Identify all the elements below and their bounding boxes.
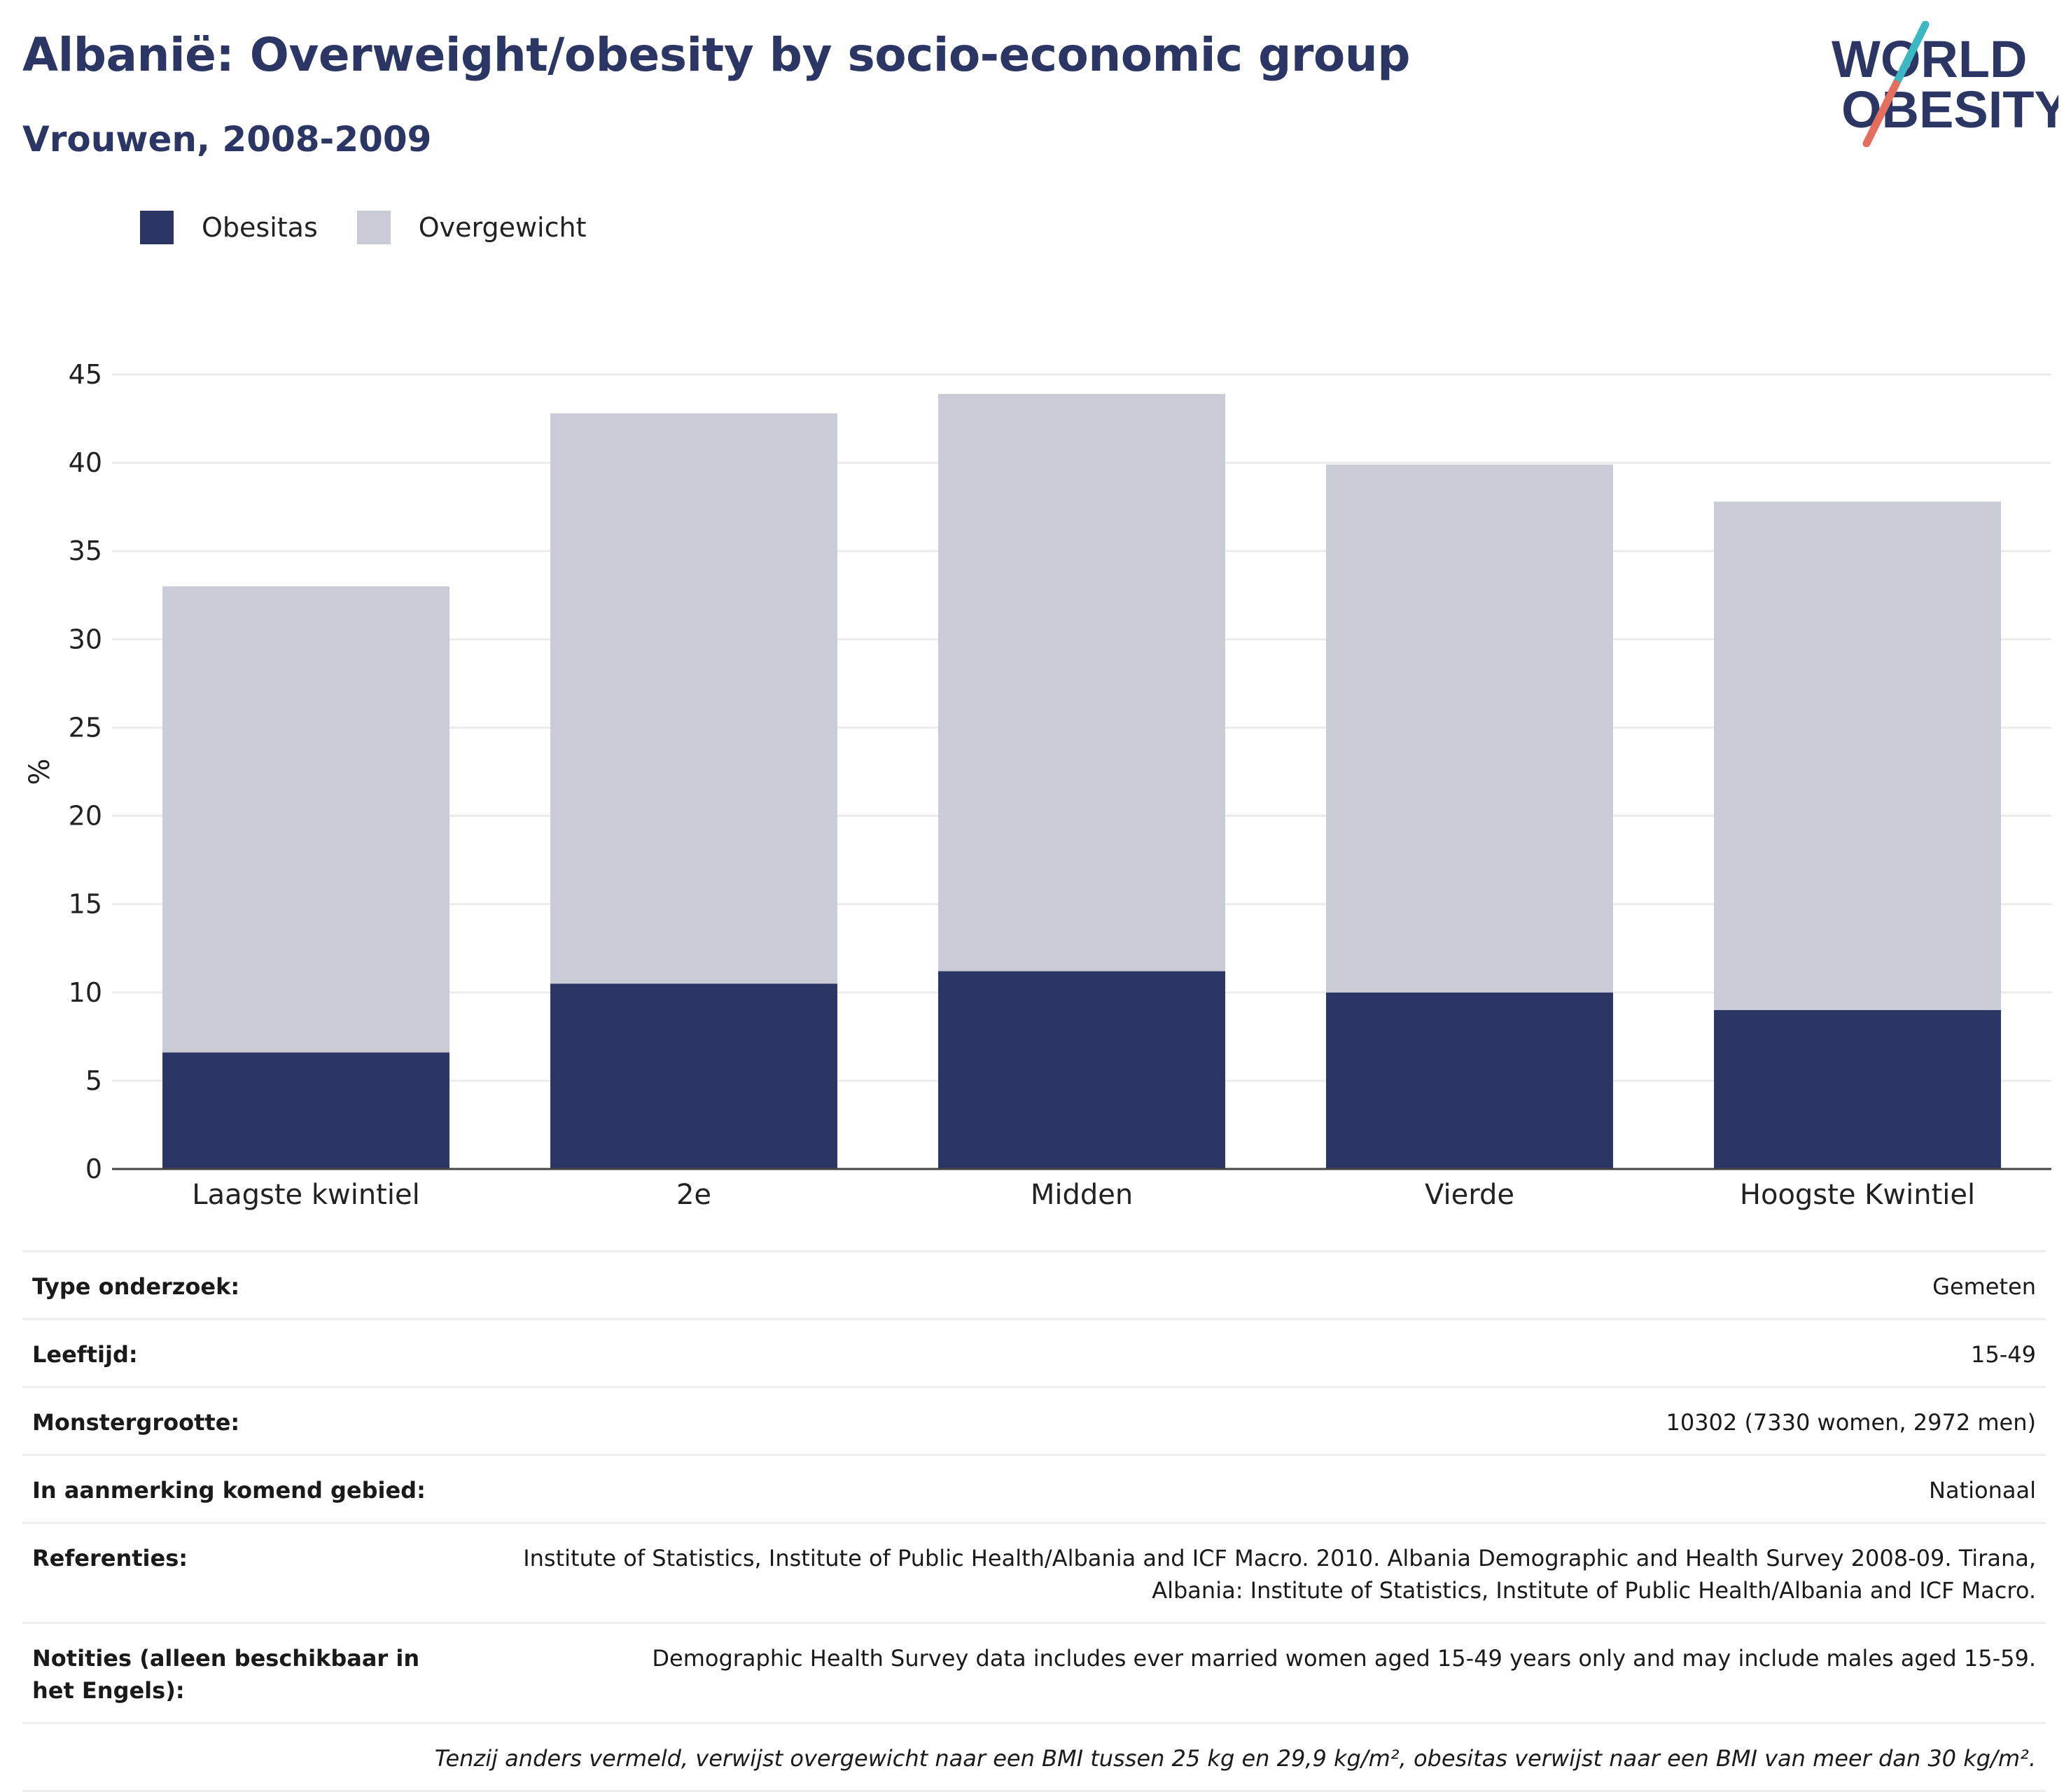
bar-overgewicht xyxy=(938,393,1225,972)
legend-item-obesitas[interactable]: Obesitas xyxy=(140,211,318,244)
bar-obesitas xyxy=(550,983,837,1169)
info-value: Institute of Statistics, Institute of Pu… xyxy=(523,1545,2036,1604)
x-tick-label: 2e xyxy=(676,1179,711,1211)
bar-obesitas xyxy=(938,971,1225,1169)
x-tick-label: Hoogste Kwintiel xyxy=(1740,1179,1975,1211)
legend-swatch-overgewicht xyxy=(356,211,391,244)
y-axis-title: % xyxy=(24,758,56,785)
bar-obesitas xyxy=(1714,1010,2001,1169)
bar-obesitas xyxy=(1326,992,1613,1169)
info-row-notes: Notities (alleen beschikbaar in het Enge… xyxy=(22,1622,2046,1722)
x-tick-label: Midden xyxy=(1031,1179,1133,1211)
info-value: 10302 (7330 women, 2972 men) xyxy=(1666,1409,2036,1436)
y-tick-label: 25 xyxy=(69,712,102,743)
logo-slash-coral xyxy=(1862,80,1900,147)
y-tick-label: 40 xyxy=(69,447,102,478)
logo-line1: WORLD xyxy=(1832,30,2028,88)
chart-title: Albanië: Overweight/obesity by socio-eco… xyxy=(22,28,1411,82)
info-row-age: Leeftijd: 15-49 xyxy=(22,1318,2046,1386)
y-tick-label: 15 xyxy=(69,889,102,920)
info-key: In aanmerking komend gebied: xyxy=(32,1477,426,1504)
bar-overgewicht xyxy=(162,586,449,1053)
legend-swatch-obesitas xyxy=(140,211,174,244)
bmi-footnote: Tenzij anders vermeld, verwijst overgewi… xyxy=(434,1745,2036,1772)
info-value: Gemeten xyxy=(1932,1273,2036,1300)
legend-label-overgewicht: Overgewicht xyxy=(418,212,587,243)
y-tick-label: 0 xyxy=(85,1154,102,1184)
info-key: Notities (alleen beschikbaar in het Enge… xyxy=(32,1645,420,1704)
logo-slash-teal xyxy=(1892,21,1930,88)
y-tick-label: 10 xyxy=(69,977,102,1008)
info-key: Type onderzoek: xyxy=(32,1273,240,1300)
info-value: 15-49 xyxy=(1971,1341,2036,1368)
y-tick-label: 35 xyxy=(69,536,102,566)
info-row-sample-size: Monstergrootte: 10302 (7330 women, 2972 … xyxy=(22,1386,2046,1454)
legend-label-obesitas: Obesitas xyxy=(202,212,318,243)
bar-overgewicht xyxy=(1326,464,1613,993)
y-tick-label: 45 xyxy=(69,359,102,390)
chart-subtitle: Vrouwen, 2008-2009 xyxy=(22,119,432,160)
info-row-footnote: Tenzij anders vermeld, verwijst overgewi… xyxy=(22,1722,2046,1792)
legend-item-overgewicht[interactable]: Overgewicht xyxy=(356,211,587,244)
world-obesity-logo: WORLD OBESITY xyxy=(1832,21,2058,147)
info-table: Type onderzoek: Gemeten Leeftijd: 15-49 … xyxy=(22,1250,2046,1792)
bar-overgewicht xyxy=(550,413,837,984)
bar-overgewicht xyxy=(1714,501,2001,1010)
bar-obesitas xyxy=(162,1052,449,1169)
y-tick-label: 20 xyxy=(69,801,102,832)
info-key: Monstergrootte: xyxy=(32,1409,240,1436)
stacked-bar-chart: 0 5 10 15 20 25 30 35 40 45% Laagste kwintiel 2e Mid… xyxy=(24,359,2051,1211)
info-row-area: In aanmerking komend gebied: Nationaal xyxy=(22,1454,2046,1522)
y-tick-label: 30 xyxy=(69,624,102,654)
x-tick-label: Laagste kwintiel xyxy=(192,1179,419,1211)
info-row-type: Type onderzoek: Gemeten xyxy=(22,1250,2046,1318)
legend: Obesitas Overgewicht xyxy=(140,210,626,245)
info-key: Leeftijd: xyxy=(32,1341,138,1368)
y-tick-label: 5 xyxy=(85,1065,102,1096)
info-value: Demographic Health Survey data includes … xyxy=(652,1645,2036,1672)
x-tick-label: Vierde xyxy=(1425,1179,1514,1211)
info-value: Nationaal xyxy=(1929,1477,2036,1504)
info-key: Referenties: xyxy=(32,1545,188,1572)
info-row-references: Referenties: Institute of Statistics, In… xyxy=(22,1522,2046,1622)
